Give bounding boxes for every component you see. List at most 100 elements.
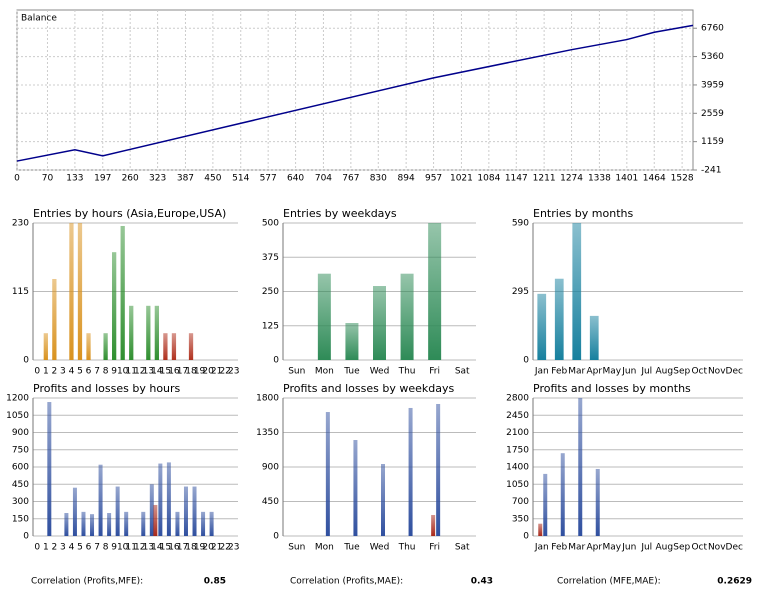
x-tick-label: Sep [673, 367, 690, 377]
chart-title: Profits and losses by hours [33, 382, 181, 395]
bar [436, 403, 441, 536]
x-tick-label: 4 [69, 367, 75, 377]
x-tick-label: Oct [691, 543, 707, 553]
x-tick-label: Jun [621, 367, 636, 377]
x-tick-label: 323 [149, 174, 166, 184]
x-tick-label: 957 [425, 174, 442, 184]
bar [107, 513, 112, 536]
y-tick-label: 5360 [701, 52, 724, 62]
x-tick-label: Mar [568, 543, 585, 553]
x-tick-label: 17 [177, 367, 188, 377]
bar [572, 223, 582, 360]
x-tick-label: 11 [126, 367, 137, 377]
y-tick-label: 250 [262, 287, 279, 297]
correlation-value: 0.43 [471, 577, 493, 587]
bar [381, 464, 385, 536]
x-tick-label: 19 [194, 367, 206, 377]
x-tick-label: 767 [342, 174, 359, 184]
y-tick-label: 600 [12, 463, 29, 473]
bar [560, 453, 565, 536]
y-tick-label: -241 [701, 166, 721, 176]
y-tick-label: 2100 [506, 428, 529, 438]
bar [183, 486, 188, 536]
y-tick-label: 1350 [256, 428, 279, 438]
y-tick-label: 150 [12, 514, 29, 524]
x-tick-label: 16 [168, 367, 180, 377]
x-tick-label: 10 [117, 367, 129, 377]
bar [188, 333, 194, 360]
chart-title: Profits and losses by months [533, 382, 691, 395]
y-tick-label: 1750 [506, 445, 529, 455]
y-tick-label: 0 [273, 532, 279, 542]
x-tick-label: 10 [117, 543, 129, 553]
x-tick-label: 12 [134, 543, 145, 553]
x-tick-label: 514 [232, 174, 249, 184]
x-tick-label: Dec [726, 367, 743, 377]
x-tick-label: Jun [621, 543, 636, 553]
x-tick-label: 1 [43, 543, 49, 553]
y-tick-label: 295 [512, 287, 529, 297]
bar [115, 486, 120, 536]
x-tick-label: Aug [655, 367, 673, 377]
y-tick-label: 125 [262, 321, 279, 331]
bar [146, 305, 151, 360]
correlation-label: Correlation (Profits,MFE): [31, 577, 143, 587]
bar [69, 223, 74, 360]
x-tick-label: 23 [228, 543, 239, 553]
x-tick-label: 9 [111, 543, 117, 553]
bar [192, 486, 197, 536]
x-tick-label: Apr [586, 543, 602, 553]
x-tick-label: 1401 [615, 174, 638, 184]
y-tick-label: 0 [23, 532, 29, 542]
x-tick-label: 9 [111, 367, 117, 377]
bar [154, 305, 159, 360]
y-tick-label: 3959 [701, 80, 724, 90]
x-tick-label: Jan [534, 543, 549, 553]
x-tick-label: 1084 [477, 174, 500, 184]
balance-line [16, 24, 694, 162]
x-tick-label: 5 [77, 543, 83, 553]
bar [171, 333, 177, 360]
x-tick-label: 22 [219, 367, 230, 377]
bar [90, 514, 95, 536]
x-tick-label: Oct [691, 367, 707, 377]
x-tick-label: Wed [370, 367, 390, 377]
y-tick-label: 115 [12, 287, 29, 297]
x-tick-label: Jan [534, 367, 549, 377]
x-tick-label: 4 [69, 543, 75, 553]
y-tick-label: 590 [512, 219, 529, 229]
x-tick-label: 2 [51, 543, 57, 553]
x-tick-label: 450 [204, 174, 221, 184]
bar [325, 412, 330, 536]
x-tick-label: 16 [168, 543, 180, 553]
bar [408, 407, 413, 536]
x-tick-label: 12 [134, 367, 145, 377]
x-tick-label: 830 [370, 174, 387, 184]
x-tick-label: Thu [398, 543, 416, 553]
x-tick-label: Sat [455, 543, 470, 553]
x-tick-label: Fri [429, 543, 440, 553]
x-tick-label: 8 [103, 367, 109, 377]
y-tick-label: 700 [512, 497, 529, 507]
bar [175, 511, 180, 536]
x-tick-label: Sun [288, 367, 305, 377]
y-tick-label: 900 [262, 463, 279, 473]
y-tick-label: 1050 [6, 411, 29, 421]
x-tick-label: 704 [315, 174, 332, 184]
x-tick-label: 640 [287, 174, 304, 184]
x-tick-label: 7 [94, 367, 100, 377]
bar [317, 273, 331, 360]
bar [595, 468, 600, 536]
x-tick-label: 15 [160, 543, 171, 553]
x-tick-label: 21 [211, 543, 222, 553]
x-tick-label: Mon [315, 367, 334, 377]
y-tick-label: 0 [523, 532, 529, 542]
x-tick-label: 577 [260, 174, 277, 184]
y-tick-label: 500 [262, 219, 279, 229]
bar [578, 398, 583, 536]
x-tick-label: 11 [126, 543, 137, 553]
x-tick-label: 13 [143, 543, 154, 553]
x-tick-label: 15 [160, 367, 171, 377]
bar [120, 225, 125, 360]
